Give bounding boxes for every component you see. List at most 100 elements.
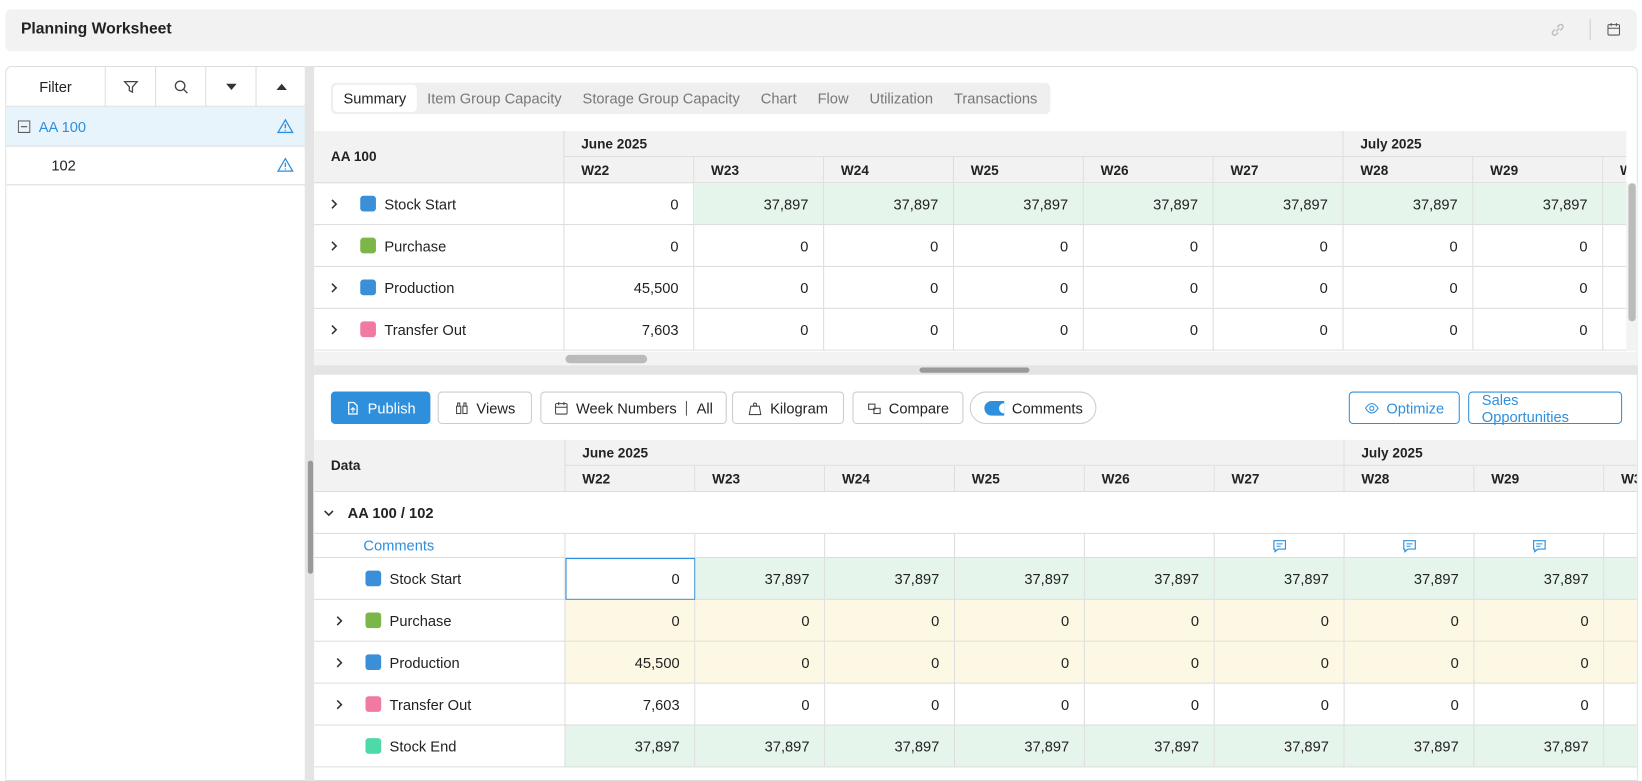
- comment-cell[interactable]: [1344, 533, 1475, 559]
- value-cell[interactable]: 45,500: [564, 266, 695, 309]
- value-cell[interactable]: 0: [1473, 308, 1604, 351]
- value-cell[interactable]: 0: [1474, 641, 1605, 684]
- compare-button[interactable]: Compare: [852, 391, 964, 425]
- value-cell[interactable]: 0: [695, 599, 826, 642]
- value-cell[interactable]: 0: [953, 225, 1084, 267]
- value-cell[interactable]: 0: [565, 599, 696, 642]
- value-cell[interactable]: [1604, 599, 1637, 642]
- h-scrollbar[interactable]: [314, 351, 1638, 366]
- filter-button[interactable]: [257, 67, 307, 107]
- group-row[interactable]: AA 100 / 102: [314, 492, 1637, 534]
- scroll-thumb[interactable]: [1628, 183, 1636, 322]
- value-cell[interactable]: 0: [1084, 641, 1215, 684]
- value-cell[interactable]: 0: [825, 683, 956, 726]
- sales-button[interactable]: Sales Opportunities: [1468, 391, 1623, 425]
- filter-button[interactable]: [106, 67, 157, 107]
- value-cell[interactable]: 0: [695, 683, 826, 726]
- value-cell[interactable]: 0: [1343, 308, 1474, 351]
- value-cell[interactable]: 0: [1473, 266, 1604, 309]
- value-cell[interactable]: 37,897: [1474, 558, 1605, 600]
- value-cell[interactable]: 0: [955, 641, 1085, 684]
- unit-button[interactable]: Kilogram: [731, 391, 845, 425]
- value-cell[interactable]: [1603, 225, 1627, 267]
- comment-cell[interactable]: [1214, 533, 1345, 559]
- tab[interactable]: Transactions: [944, 85, 1048, 112]
- value-cell[interactable]: 0: [953, 308, 1084, 351]
- v-scrollbar[interactable]: [1626, 183, 1638, 351]
- tab[interactable]: Flow: [807, 85, 859, 112]
- value-cell[interactable]: [1604, 725, 1637, 768]
- value-cell[interactable]: 37,897: [1344, 725, 1475, 768]
- value-cell[interactable]: 0: [565, 558, 696, 600]
- value-cell[interactable]: 0: [1344, 599, 1475, 642]
- value-cell[interactable]: 0: [1083, 308, 1214, 351]
- value-cell[interactable]: 37,897: [1084, 725, 1215, 768]
- expand[interactable]: [334, 698, 365, 711]
- value-cell[interactable]: 0: [1473, 225, 1604, 267]
- value-cell[interactable]: [1603, 267, 1627, 309]
- value-cell[interactable]: 0: [955, 683, 1085, 726]
- value-cell[interactable]: 0: [695, 641, 826, 684]
- filter-button[interactable]: [156, 67, 207, 107]
- value-cell[interactable]: 0: [1343, 266, 1474, 309]
- value-cell[interactable]: 0: [955, 599, 1085, 642]
- tab[interactable]: Item Group Capacity: [417, 85, 572, 112]
- tab[interactable]: Utilization: [859, 85, 944, 112]
- value-cell[interactable]: 0: [825, 599, 956, 642]
- value-cell[interactable]: 0: [824, 225, 954, 267]
- expand[interactable]: [329, 239, 360, 252]
- comment-cell[interactable]: [1474, 533, 1605, 559]
- expand[interactable]: [334, 614, 365, 627]
- scroll-thumb[interactable]: [565, 354, 648, 364]
- value-cell[interactable]: 0: [953, 266, 1084, 309]
- value-cell[interactable]: 0: [1214, 683, 1345, 726]
- comments-toggle[interactable]: Comments: [969, 391, 1097, 425]
- expand[interactable]: [329, 197, 360, 210]
- tree-node[interactable]: 102: [6, 146, 306, 186]
- value-cell[interactable]: 37,897: [953, 183, 1084, 226]
- value-cell[interactable]: 0: [694, 266, 825, 309]
- value-cell[interactable]: 37,897: [565, 725, 696, 768]
- value-cell[interactable]: 37,897: [1344, 558, 1475, 600]
- value-cell[interactable]: 0: [1344, 683, 1475, 726]
- value-cell[interactable]: 0: [1213, 225, 1344, 267]
- value-cell[interactable]: 0: [1214, 641, 1345, 684]
- value-cell[interactable]: [1603, 183, 1627, 226]
- value-cell[interactable]: 7,603: [565, 683, 696, 726]
- value-cell[interactable]: [1603, 309, 1627, 351]
- value-cell[interactable]: 0: [564, 225, 695, 267]
- value-cell[interactable]: 37,897: [955, 558, 1085, 600]
- tab[interactable]: Chart: [750, 85, 807, 112]
- splitter-h[interactable]: [314, 365, 1638, 375]
- value-cell[interactable]: 0: [825, 641, 956, 684]
- splitter[interactable]: [304, 65, 315, 781]
- value-cell[interactable]: 37,897: [1214, 558, 1345, 600]
- tab[interactable]: Storage Group Capacity: [572, 85, 750, 112]
- value-cell[interactable]: 0: [564, 183, 695, 226]
- publish-button[interactable]: Publish: [330, 391, 431, 425]
- value-cell[interactable]: 45,500: [565, 641, 696, 684]
- calendar-icon[interactable]: [1606, 22, 1621, 37]
- value-cell[interactable]: [1604, 558, 1637, 600]
- value-cell[interactable]: 0: [824, 308, 954, 351]
- value-cell[interactable]: 37,897: [695, 725, 826, 768]
- value-cell[interactable]: [1604, 684, 1637, 726]
- week-button[interactable]: Week Numbers All: [540, 391, 727, 425]
- value-cell[interactable]: 0: [1083, 266, 1214, 309]
- views-button[interactable]: Views: [437, 391, 532, 425]
- value-cell[interactable]: 37,897: [955, 725, 1085, 768]
- value-cell[interactable]: 37,897: [1473, 183, 1604, 226]
- value-cell[interactable]: 37,897: [1084, 558, 1215, 600]
- value-cell[interactable]: 0: [1084, 599, 1215, 642]
- value-cell[interactable]: 0: [1474, 599, 1605, 642]
- filter-button[interactable]: [206, 67, 257, 107]
- value-cell[interactable]: 0: [1084, 683, 1215, 726]
- value-cell[interactable]: 0: [1214, 599, 1345, 642]
- value-cell[interactable]: 37,897: [825, 725, 956, 768]
- value-cell[interactable]: 0: [1474, 683, 1605, 726]
- value-cell[interactable]: 0: [694, 308, 825, 351]
- value-cell[interactable]: 0: [1343, 225, 1474, 267]
- value-cell[interactable]: 0: [824, 266, 954, 309]
- value-cell[interactable]: 37,897: [825, 558, 956, 600]
- value-cell[interactable]: 37,897: [1083, 183, 1214, 226]
